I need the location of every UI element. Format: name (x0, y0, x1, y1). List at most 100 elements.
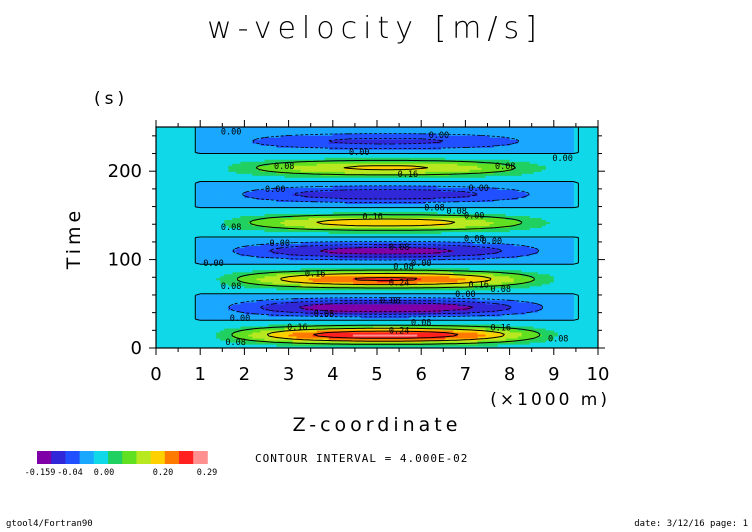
heatmap-cell (445, 339, 450, 343)
heatmap-cell (393, 309, 398, 313)
heatmap-cell (409, 303, 414, 307)
heatmap-cell (393, 285, 398, 289)
heatmap-cell (248, 339, 254, 343)
heatmap-cell (356, 305, 362, 309)
heatmap-cell (505, 287, 511, 291)
heatmap-cell (264, 305, 270, 309)
heatmap-cell (220, 309, 225, 313)
heatmap-cell (232, 293, 237, 297)
heatmap-cell (433, 337, 438, 341)
heatmap-cell (192, 317, 197, 321)
heatmap-cell (256, 295, 262, 299)
heatmap-cell (248, 291, 254, 295)
heatmap-cell (280, 303, 286, 307)
heatmap-cell (156, 317, 161, 321)
heatmap-cell (573, 331, 579, 335)
heatmap-cell (268, 287, 274, 291)
heatmap-cell (581, 345, 587, 348)
heatmap-cell (441, 309, 446, 313)
heatmap-cell (545, 325, 551, 329)
heatmap-cell (292, 343, 298, 347)
heatmap-cell (308, 323, 314, 327)
heatmap-cell (232, 305, 237, 309)
heatmap-cell (521, 333, 527, 337)
heatmap-cell (429, 333, 434, 337)
heatmap-cell (292, 323, 298, 327)
heatmap-cell (304, 321, 310, 325)
heatmap-cell (208, 331, 213, 335)
heatmap-cell (577, 341, 583, 345)
heatmap-cell (525, 309, 531, 313)
heatmap-cell (569, 313, 575, 317)
heatmap-cell (344, 285, 350, 289)
heatmap-cell (264, 293, 270, 297)
heatmap-cell (328, 291, 334, 295)
heatmap-cell (417, 295, 422, 299)
heatmap-cell (368, 299, 374, 303)
heatmap-cell (417, 333, 422, 337)
heatmap-cell (405, 289, 410, 293)
heatmap-cell (569, 291, 575, 295)
heatmap-cell (256, 305, 262, 309)
heatmap-cell (485, 317, 491, 321)
heatmap-cell (364, 321, 370, 325)
heatmap-cell (296, 315, 302, 319)
heatmap-cell (304, 305, 310, 309)
heatmap-cell (469, 293, 475, 297)
heatmap-cell (352, 331, 358, 335)
heatmap-cell (577, 293, 583, 297)
heatmap-cell (292, 289, 298, 293)
heatmap-cell (417, 337, 422, 341)
heatmap-cell (188, 305, 193, 309)
heatmap-cell (493, 337, 499, 341)
heatmap-cell (509, 297, 515, 301)
heatmap-cell (220, 337, 225, 341)
heatmap-cell (549, 339, 555, 343)
heatmap-cell (320, 319, 326, 323)
heatmap-cell (521, 305, 527, 309)
heatmap-cell (381, 333, 386, 337)
heatmap-cell (385, 305, 390, 309)
heatmap-cell (581, 343, 587, 347)
heatmap-cell (156, 285, 161, 289)
heatmap-cell (501, 287, 507, 291)
heatmap-cell (268, 299, 274, 303)
heatmap-cell (409, 307, 414, 311)
heatmap-cell (585, 309, 591, 313)
heatmap-cell (413, 317, 418, 321)
heatmap-cell (312, 305, 318, 309)
heatmap-cell (164, 309, 169, 313)
heatmap-cell (156, 295, 161, 299)
heatmap-cell (244, 319, 250, 323)
heatmap-cell (381, 287, 386, 291)
heatmap-cell (176, 329, 181, 333)
heatmap-cell (529, 299, 535, 303)
heatmap-cell (276, 299, 282, 303)
heatmap-cell (156, 309, 161, 313)
heatmap-cell (168, 297, 173, 301)
heatmap-cell (589, 329, 595, 333)
heatmap-cell (320, 325, 326, 329)
heatmap-cell (344, 341, 350, 345)
heatmap-cell (489, 335, 495, 339)
heatmap-cell (485, 345, 491, 348)
heatmap-cell (573, 343, 579, 347)
heatmap-cell (228, 315, 233, 319)
heatmap-cell (296, 335, 302, 339)
heatmap-cell (593, 341, 598, 345)
heatmap-cell (340, 291, 346, 295)
heatmap-cell (184, 305, 189, 309)
heatmap-cell (465, 309, 471, 313)
heatmap-cell (457, 319, 462, 323)
heatmap-cell (593, 289, 598, 293)
heatmap-cell (541, 321, 547, 325)
heatmap-cell (549, 315, 555, 319)
heatmap-cell (352, 333, 358, 337)
heatmap-cell (272, 309, 278, 313)
heatmap-cell (220, 343, 225, 347)
heatmap-cell (348, 295, 354, 299)
heatmap-cell (473, 321, 479, 325)
heatmap-cell (413, 331, 418, 335)
heatmap-cell (521, 315, 527, 319)
heatmap-cell (220, 303, 225, 307)
